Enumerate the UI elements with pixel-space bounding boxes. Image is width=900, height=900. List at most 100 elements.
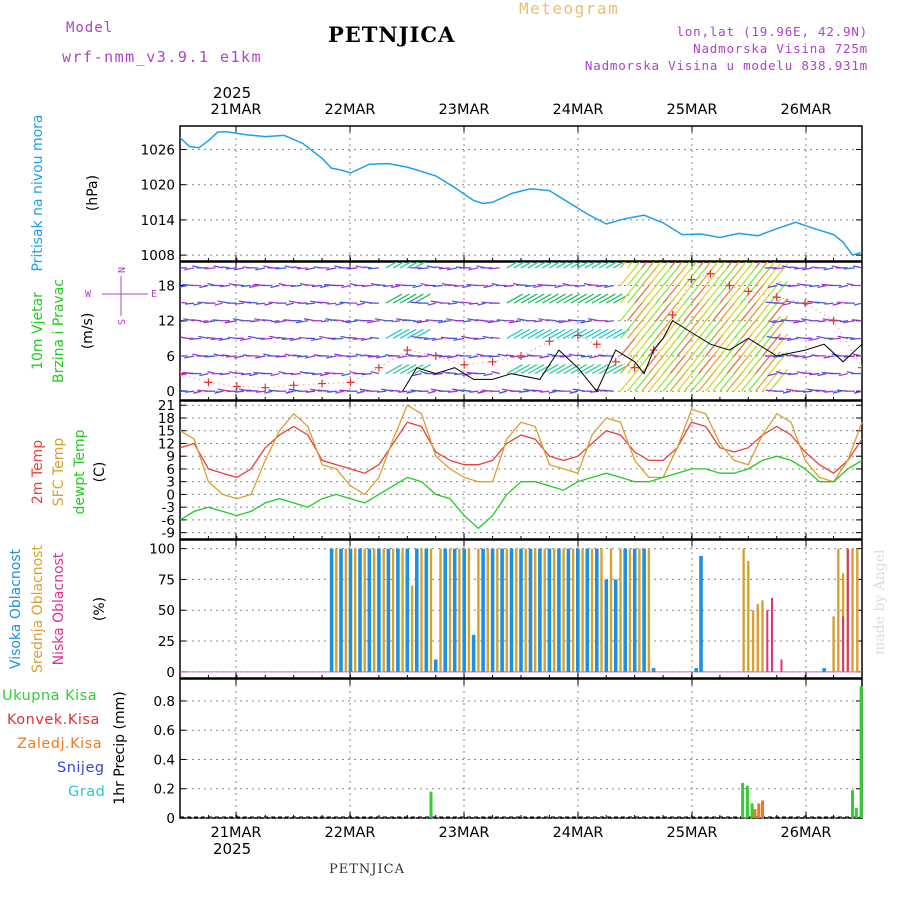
wind-arrow — [469, 302, 479, 305]
cloud-mid-bar — [429, 548, 433, 672]
y-tick-label: 0.4 — [154, 752, 175, 768]
cloud-mid-bar — [467, 548, 471, 672]
wind-arrow — [233, 267, 245, 271]
wind-arrow — [793, 320, 806, 324]
wind-arrow — [570, 328, 588, 339]
wind-arrow — [648, 262, 655, 269]
wind-arrow — [516, 283, 529, 287]
wind-arrow — [849, 337, 862, 340]
wind-arrow — [655, 262, 662, 269]
x-tick-label-top: 25MAR — [667, 102, 718, 118]
wind-arrow — [310, 337, 323, 341]
wind-arrow — [563, 364, 580, 375]
wind-arrow — [754, 262, 762, 269]
cloud-mid-bar — [638, 548, 641, 672]
wind-arrow — [180, 338, 181, 340]
y-axis-title: dewpt Temp — [72, 429, 88, 514]
cloud-high-bar — [462, 548, 466, 672]
wind-arrow — [705, 262, 712, 269]
cloud-high-bar — [500, 548, 504, 672]
y-axis-title: Brzina i Pravac — [51, 279, 67, 383]
wind-arrow — [513, 262, 526, 269]
page-title: PETNJICA — [328, 22, 456, 47]
wind-arrow — [794, 267, 806, 270]
wind-arrow — [487, 320, 500, 324]
header-elevation: Nadmorska Visina 725m — [693, 41, 868, 56]
wind-arrow — [463, 320, 472, 323]
wind-arrow — [321, 320, 330, 323]
wind-arrow — [406, 390, 415, 394]
wind-arrow — [591, 262, 604, 269]
wind-arrow — [193, 390, 202, 394]
wind-arrow — [447, 302, 458, 305]
wind-arrow — [832, 390, 841, 394]
wind-arrow — [417, 355, 429, 358]
cloud-mid-bar — [344, 548, 347, 672]
wind-arrow — [506, 364, 524, 375]
wind-arrow — [204, 267, 216, 270]
wind-arrow — [577, 262, 590, 269]
wind-arrow — [447, 390, 458, 393]
cloud-high-bar — [339, 548, 343, 672]
wind-arrow — [513, 293, 531, 304]
gust-marker — [204, 378, 213, 387]
wind-arrow — [605, 293, 623, 304]
wind-arrow — [842, 320, 856, 324]
wind-arrow — [356, 302, 365, 306]
y-tick-label: 0 — [166, 384, 175, 400]
header-model-elevation: Nadmorska Visina u modelu 838.931m — [584, 58, 868, 73]
wind-arrow — [292, 266, 301, 269]
wind-arrow — [800, 371, 813, 375]
wind-arrow — [809, 372, 820, 376]
wind-arrow — [490, 336, 500, 339]
y-tick-label: 1014 — [141, 213, 175, 229]
cloud-mid-bar — [420, 548, 423, 672]
wind-arrow — [345, 320, 358, 324]
y-axis-title: 2m Temp — [30, 440, 46, 504]
wind-arrow — [438, 267, 451, 270]
wind-arrow — [839, 320, 848, 323]
wind-arrow — [213, 265, 223, 269]
wind-arrow — [517, 355, 529, 359]
cloud-high-bar — [566, 548, 571, 672]
wind-arrow — [852, 353, 862, 357]
wind-arrow — [193, 302, 202, 306]
wind-arrow — [768, 320, 777, 323]
wind-arrow — [427, 302, 436, 306]
wind-arrow — [767, 284, 777, 289]
wind-arrow — [556, 262, 569, 269]
gust-marker — [725, 281, 734, 290]
cloud-mid-bar — [647, 548, 651, 672]
wind-arrow — [462, 372, 472, 377]
wind-arrow — [491, 370, 500, 375]
wind-arrow — [851, 319, 862, 322]
wind-arrow — [483, 372, 493, 377]
y-tick-label: 1026 — [141, 142, 175, 158]
gust-marker — [545, 337, 554, 346]
cloud-mid-bar — [505, 548, 508, 672]
wind-arrow — [298, 336, 308, 339]
wind-arrow — [843, 267, 855, 270]
precip-total-bar — [750, 803, 754, 818]
wind-arrow — [346, 267, 358, 270]
wind-arrow — [556, 364, 573, 375]
cloud-high-bar — [822, 668, 826, 672]
wind-arrow — [508, 320, 522, 324]
wind-arrow — [320, 372, 330, 377]
wind-arrow — [247, 301, 259, 304]
cloud-high-bar — [509, 548, 514, 672]
precip-total-bar — [745, 785, 749, 818]
wind-arrow — [634, 262, 641, 269]
year-top: 2025 — [213, 84, 252, 102]
wind-arrow — [555, 320, 564, 323]
cloud-high-bar — [377, 548, 381, 672]
header-model-name: wrf-nmm_v3.9.1 e1km — [62, 48, 263, 66]
cloud-high-bar — [613, 579, 618, 672]
wind-arrow — [221, 266, 230, 269]
wind-arrow — [809, 284, 820, 288]
cloud-mid-bar — [590, 548, 594, 672]
wind-arrow — [318, 301, 330, 304]
wind-arrow — [369, 336, 379, 339]
y-axis-title: Pritisak na nivou mora — [30, 114, 46, 271]
wind-arrow — [762, 262, 769, 269]
